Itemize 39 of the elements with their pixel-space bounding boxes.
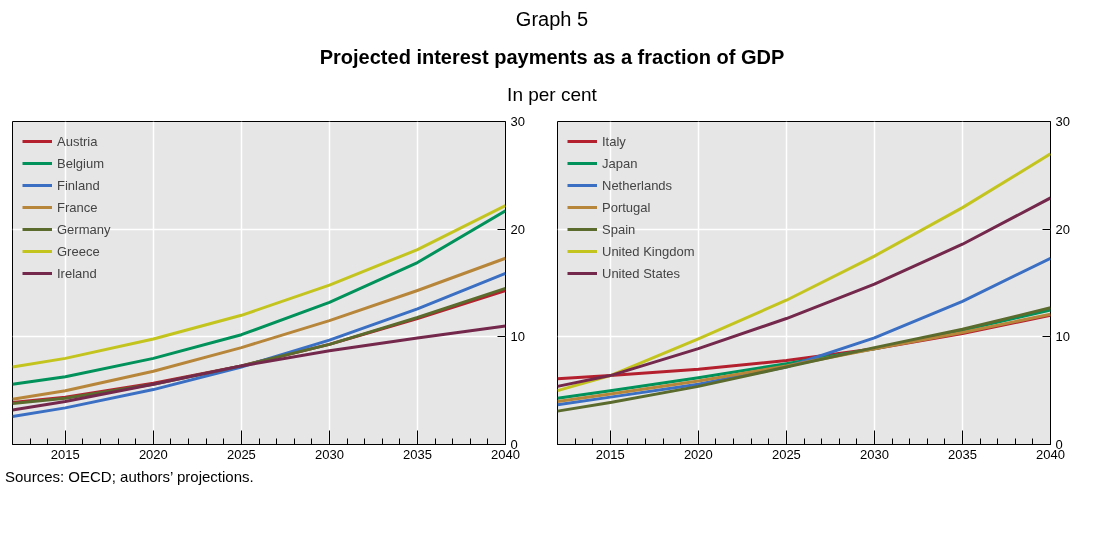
text: Projected interest payments as a fraction of GDP bbox=[319, 45, 785, 70]
legend-label: Netherlands bbox=[602, 177, 673, 193]
x-tick-label: 2020 bbox=[138, 446, 168, 462]
line-series bbox=[12, 324, 506, 412]
legend-label: Germany bbox=[57, 221, 111, 237]
x-tick-label: 2030 bbox=[859, 446, 889, 462]
x-tick-label: 2030 bbox=[314, 446, 344, 462]
x-tick-label: 2025 bbox=[226, 446, 256, 462]
x-tick-label: 2015 bbox=[50, 446, 80, 462]
x-tick-label: 2035 bbox=[403, 446, 432, 462]
legend-label: France bbox=[57, 199, 98, 215]
x-tick-label: 2020 bbox=[683, 446, 713, 462]
legend-label: Japan bbox=[602, 155, 638, 171]
line-series bbox=[557, 152, 1051, 393]
caption: Graph 5 bbox=[515, 7, 589, 32]
y-tick-label: 30 bbox=[510, 114, 525, 129]
x-tick-label: 2015 bbox=[595, 446, 625, 462]
legend-label: Austria bbox=[57, 133, 98, 149]
line-series bbox=[12, 256, 506, 401]
line-series bbox=[12, 271, 506, 419]
y-tick-label: 10 bbox=[510, 329, 525, 345]
legend-label: Italy bbox=[602, 133, 626, 149]
legend-label: United Kingdom bbox=[602, 243, 695, 259]
text: In per cent bbox=[507, 83, 597, 107]
x-tick-label: 2025 bbox=[771, 446, 801, 462]
source-note: Sources: OECD; authors’ projections. bbox=[5, 467, 254, 487]
legend-label: Spain bbox=[602, 221, 636, 237]
legend-label: Ireland bbox=[57, 265, 97, 281]
x-tick-label: 2035 bbox=[948, 446, 977, 462]
y-tick-label: 10 bbox=[1055, 329, 1070, 345]
legend-label: Belgium bbox=[57, 155, 104, 171]
legend-label: Finland bbox=[57, 177, 100, 193]
y-tick-label: 20 bbox=[510, 221, 525, 237]
legend-label: Greece bbox=[57, 243, 100, 259]
y-tick-label: 20 bbox=[1055, 221, 1070, 237]
line-series bbox=[557, 196, 1051, 388]
legend-label: United States bbox=[602, 265, 681, 281]
legend-label: Portugal bbox=[602, 199, 651, 215]
y-tick-label: 30 bbox=[1055, 114, 1070, 129]
